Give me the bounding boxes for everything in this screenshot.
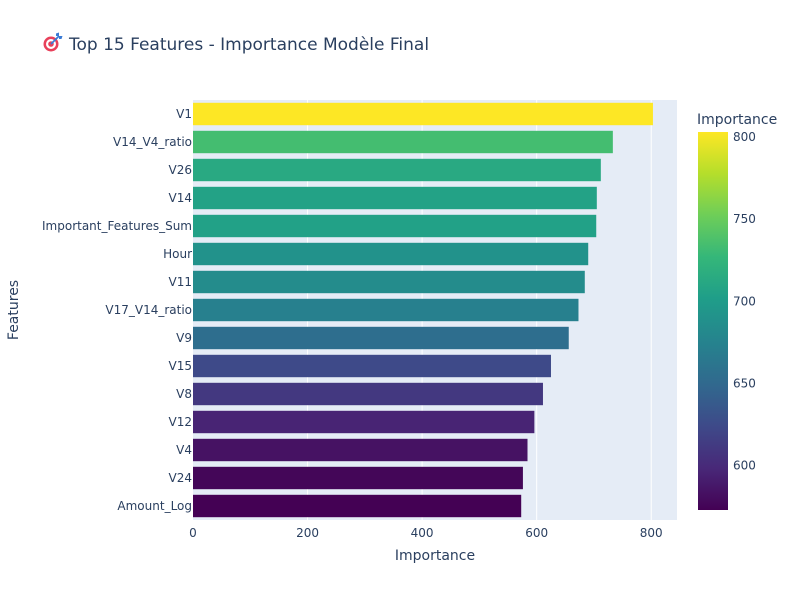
bar[interactable] — [193, 382, 543, 406]
y-tick-label: Hour — [163, 247, 192, 261]
y-tick-label: V9 — [176, 331, 192, 345]
y-tick-label: V8 — [176, 387, 192, 401]
colorbar — [698, 132, 728, 510]
y-tick-label: Important_Features_Sum — [42, 219, 192, 233]
bar[interactable] — [193, 158, 601, 182]
target-icon — [43, 32, 63, 52]
x-tick-label: 400 — [411, 526, 434, 540]
bar[interactable] — [193, 354, 551, 378]
y-tick-label: V1 — [176, 107, 192, 121]
colorbar-tick-label: 600 — [733, 459, 756, 473]
y-tick-label: V4 — [176, 443, 192, 457]
x-tick-label: 200 — [296, 526, 319, 540]
bar[interactable] — [193, 270, 585, 294]
bars — [193, 102, 653, 518]
bar[interactable] — [193, 102, 653, 126]
bar[interactable] — [193, 298, 579, 322]
x-axis-title: Importance — [395, 548, 475, 564]
bar[interactable] — [193, 326, 569, 350]
y-tick-label: V17_V14_ratio — [105, 303, 192, 317]
x-tick-label: 0 — [189, 526, 197, 540]
colorbar-tick-label: 800 — [733, 130, 756, 144]
x-tick-label: 600 — [525, 526, 548, 540]
y-tick-labels: V1 V14_V4_ratio V26 V14 Important_Features_S… — [42, 107, 192, 513]
y-tick-label: V11 — [169, 275, 192, 289]
bar[interactable] — [193, 186, 597, 210]
colorbar-tick-label: 750 — [733, 212, 756, 226]
chart-title: Top 15 Features - Importance Modèle Fina… — [68, 35, 429, 55]
y-tick-label: V14 — [169, 191, 192, 205]
bar[interactable] — [193, 494, 522, 518]
colorbar-tick-label: 650 — [733, 376, 756, 390]
y-tick-label: Amount_Log — [117, 499, 192, 513]
colorbar-title: Importance — [697, 112, 777, 128]
x-tick-labels: 0 200 400 600 800 — [189, 526, 662, 540]
y-tick-label: V12 — [169, 415, 192, 429]
chart-title-group: Top 15 Features - Importance Modèle Fina… — [43, 32, 429, 55]
y-tick-label: V24 — [169, 471, 192, 485]
y-axis-title: Features — [6, 280, 22, 340]
bar[interactable] — [193, 410, 535, 434]
y-tick-label: V26 — [169, 163, 192, 177]
y-tick-label: V15 — [169, 359, 192, 373]
colorbar-tick-label: 700 — [733, 294, 756, 308]
y-tick-label: V14_V4_ratio — [113, 135, 192, 149]
bar[interactable] — [193, 438, 528, 462]
x-tick-label: 800 — [640, 526, 663, 540]
bar[interactable] — [193, 214, 597, 238]
bar[interactable] — [193, 242, 589, 266]
bar[interactable] — [193, 130, 613, 154]
colorbar-ticks: 600 650 700 750 800 — [733, 130, 756, 473]
bar[interactable] — [193, 466, 523, 490]
